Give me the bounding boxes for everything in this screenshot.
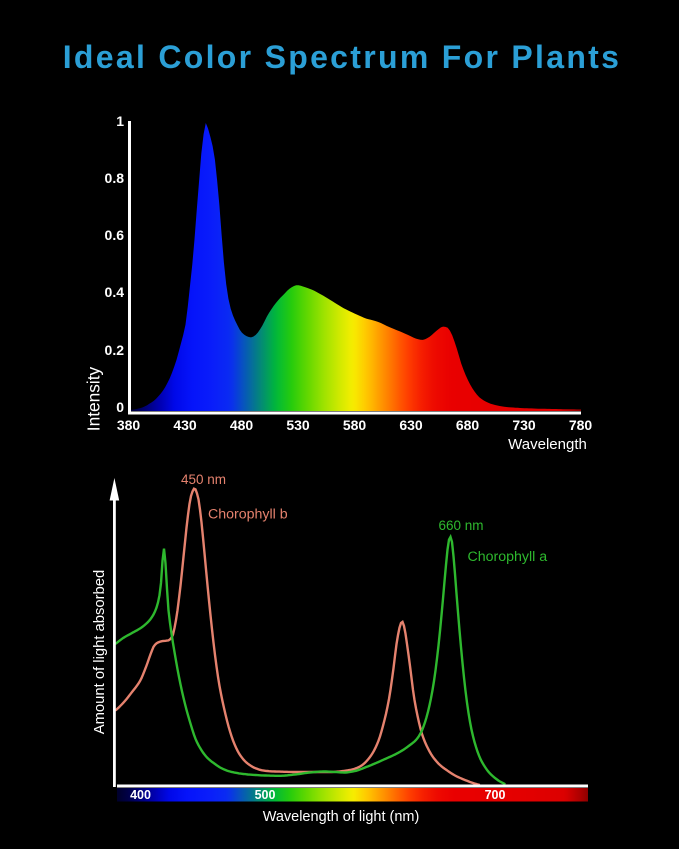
svg-text:660 nm: 660 nm bbox=[439, 518, 484, 533]
svg-text:Wavelength of light (nm): Wavelength of light (nm) bbox=[263, 809, 420, 825]
svg-text:450 nm: 450 nm bbox=[181, 472, 226, 487]
svg-text:1: 1 bbox=[116, 113, 124, 129]
svg-text:Intensity: Intensity bbox=[84, 366, 104, 431]
svg-text:680: 680 bbox=[456, 417, 480, 433]
svg-text:380: 380 bbox=[117, 417, 141, 433]
svg-text:730: 730 bbox=[512, 417, 536, 433]
svg-text:0.4: 0.4 bbox=[105, 284, 125, 300]
svg-text:0: 0 bbox=[116, 399, 124, 415]
svg-text:400: 400 bbox=[130, 788, 151, 802]
svg-text:430: 430 bbox=[173, 417, 197, 433]
svg-text:700: 700 bbox=[485, 788, 506, 802]
svg-text:Chorophyll b: Chorophyll b bbox=[208, 507, 288, 523]
svg-text:Amount of light absorbed: Amount of light absorbed bbox=[92, 570, 108, 735]
svg-text:480: 480 bbox=[230, 417, 254, 433]
svg-text:0.6: 0.6 bbox=[105, 227, 125, 243]
svg-text:780: 780 bbox=[569, 417, 593, 433]
svg-text:580: 580 bbox=[343, 417, 367, 433]
svg-text:0.2: 0.2 bbox=[105, 342, 125, 358]
svg-text:530: 530 bbox=[286, 417, 310, 433]
svg-text:Chorophyll a: Chorophyll a bbox=[468, 549, 548, 565]
svg-text:630: 630 bbox=[399, 417, 423, 433]
svg-text:Ideal Color Spectrum For Plant: Ideal Color Spectrum For Plants bbox=[63, 39, 622, 75]
svg-text:0.8: 0.8 bbox=[105, 170, 125, 186]
svg-text:500: 500 bbox=[255, 788, 276, 802]
svg-text:Wavelength: Wavelength bbox=[508, 436, 587, 453]
